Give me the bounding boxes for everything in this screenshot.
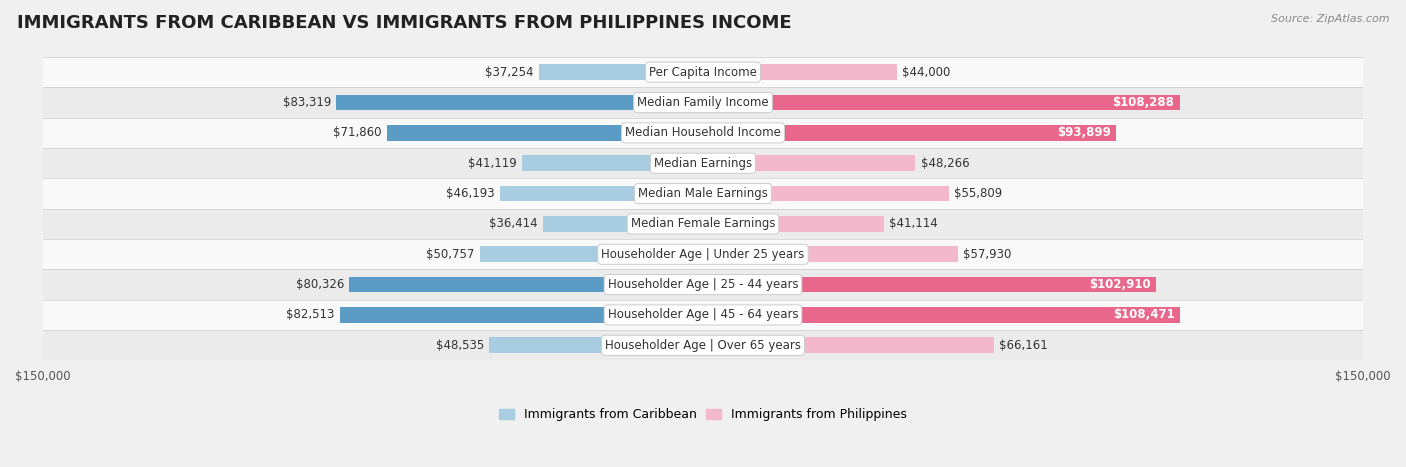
Text: Median Family Income: Median Family Income [637,96,769,109]
Text: $48,266: $48,266 [921,157,969,170]
Text: Median Female Earnings: Median Female Earnings [631,218,775,230]
Text: $93,899: $93,899 [1057,127,1111,139]
Bar [538,64,703,80]
Legend: Immigrants from Caribbean, Immigrants from Philippines: Immigrants from Caribbean, Immigrants fr… [499,408,907,421]
Bar [42,330,1364,361]
Bar [479,247,703,262]
Bar [42,87,1364,118]
Bar [703,337,994,353]
Text: Median Male Earnings: Median Male Earnings [638,187,768,200]
Text: Householder Age | 45 - 64 years: Householder Age | 45 - 64 years [607,308,799,321]
Text: IMMIGRANTS FROM CARIBBEAN VS IMMIGRANTS FROM PHILIPPINES INCOME: IMMIGRANTS FROM CARIBBEAN VS IMMIGRANTS … [17,14,792,32]
Text: $108,471: $108,471 [1114,308,1175,321]
Bar [42,57,1364,87]
Bar [543,216,703,232]
Bar [42,178,1364,209]
Text: $82,513: $82,513 [287,308,335,321]
Text: Householder Age | Under 25 years: Householder Age | Under 25 years [602,248,804,261]
Text: Householder Age | Over 65 years: Householder Age | Over 65 years [605,339,801,352]
Text: $80,326: $80,326 [295,278,344,291]
Text: Source: ZipAtlas.com: Source: ZipAtlas.com [1271,14,1389,24]
Text: $37,254: $37,254 [485,66,534,79]
Text: Per Capita Income: Per Capita Income [650,66,756,79]
Text: $55,809: $55,809 [953,187,1002,200]
Bar [340,307,703,323]
Bar [703,216,884,232]
Text: $71,860: $71,860 [333,127,381,139]
Text: $46,193: $46,193 [446,187,495,200]
Bar [350,277,703,292]
Bar [42,209,1364,239]
Text: $41,114: $41,114 [889,218,938,230]
Text: $57,930: $57,930 [963,248,1012,261]
Bar [42,269,1364,300]
Bar [703,186,949,201]
Text: $41,119: $41,119 [468,157,517,170]
Bar [703,307,1181,323]
Text: $36,414: $36,414 [489,218,537,230]
Text: $83,319: $83,319 [283,96,330,109]
Bar [703,277,1156,292]
Bar [42,118,1364,148]
Text: $66,161: $66,161 [1000,339,1049,352]
Bar [489,337,703,353]
Text: Householder Age | 25 - 44 years: Householder Age | 25 - 44 years [607,278,799,291]
Bar [42,148,1364,178]
Bar [703,247,957,262]
Text: $50,757: $50,757 [426,248,474,261]
Text: Median Earnings: Median Earnings [654,157,752,170]
Bar [703,95,1180,110]
Bar [499,186,703,201]
Text: $102,910: $102,910 [1090,278,1150,291]
Bar [522,156,703,171]
Bar [703,156,915,171]
Bar [387,125,703,141]
Bar [336,95,703,110]
Text: Median Household Income: Median Household Income [626,127,780,139]
Bar [42,239,1364,269]
Bar [42,300,1364,330]
Bar [703,64,897,80]
Bar [703,125,1116,141]
Text: $44,000: $44,000 [901,66,950,79]
Text: $108,288: $108,288 [1112,96,1174,109]
Text: $48,535: $48,535 [436,339,484,352]
